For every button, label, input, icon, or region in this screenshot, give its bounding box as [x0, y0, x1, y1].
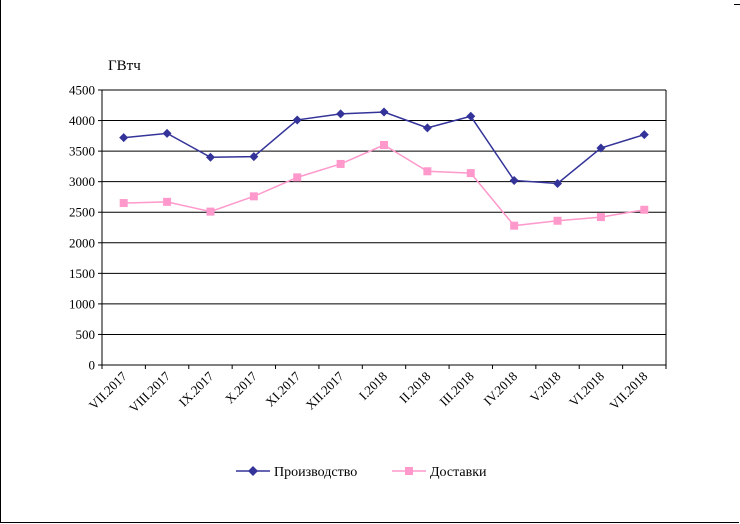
x-tick-label: VI.2018 — [566, 369, 607, 410]
legend: Производство Доставки — [236, 465, 487, 480]
data-point — [509, 175, 519, 185]
x-tick-label: IX.2017 — [176, 368, 217, 409]
x-tick-label: VIII.2017 — [126, 368, 173, 415]
data-point — [423, 167, 432, 176]
data-point — [510, 221, 519, 230]
grid-lines — [98, 89, 666, 366]
data-point — [466, 169, 475, 178]
x-tick-label: I.2018 — [356, 369, 390, 403]
legend-marker-production — [248, 466, 258, 476]
y-tick-label: 1000 — [69, 296, 95, 311]
x-tick-label: XI.2017 — [262, 368, 303, 409]
legend-label-deliveries: Доставки — [430, 465, 487, 480]
y-tick-label: 3000 — [69, 174, 95, 189]
x-tick-label: VII.2017 — [86, 368, 130, 412]
y-tick-label: 4000 — [69, 113, 95, 128]
data-point — [206, 207, 215, 216]
data-point — [249, 192, 258, 201]
data-point — [336, 159, 345, 168]
series-line-1 — [123, 144, 645, 227]
data-point — [119, 133, 129, 143]
data-point — [336, 109, 346, 119]
x-tick-label: XII.2017 — [303, 368, 347, 412]
data-point — [639, 130, 649, 140]
data-point — [596, 213, 605, 222]
y-tick-label: 2500 — [69, 205, 95, 220]
y-tick-label: 500 — [76, 327, 96, 342]
data-point — [553, 179, 563, 188]
y-tick-label: 0 — [89, 358, 96, 373]
data-point — [380, 141, 388, 149]
y-tick-label: 2000 — [69, 235, 95, 250]
x-tick-label: II.2018 — [396, 369, 433, 406]
data-point — [205, 152, 215, 162]
x-tick-label: III.2018 — [436, 369, 476, 409]
data-point — [553, 216, 562, 225]
data-point — [162, 128, 172, 138]
data-point — [379, 107, 389, 117]
legend-marker-deliveries — [405, 467, 413, 475]
y-tick-label: 4500 — [69, 83, 95, 98]
axes — [101, 90, 667, 369]
data-point — [596, 143, 606, 153]
x-tick-label: VII.2018 — [606, 369, 650, 413]
data-point — [292, 115, 302, 125]
legend-label-production: Производство — [274, 465, 357, 480]
data-point — [640, 205, 649, 214]
x-tick-label: IV.2018 — [480, 369, 520, 409]
corner-mark — [734, 4, 740, 5]
data-point — [466, 111, 476, 121]
data-point — [249, 152, 259, 162]
y-tick-labels: 0 500 1000 1500 2000 2500 3000 3500 4000 4500 — [69, 83, 95, 373]
data-point — [422, 123, 432, 133]
data-point — [163, 197, 172, 206]
data-point — [119, 199, 128, 208]
x-tick-label: X.2017 — [222, 368, 260, 406]
y-axis-label: ГВтч — [108, 58, 141, 74]
y-tick-label: 3500 — [69, 144, 95, 159]
series-group — [119, 107, 649, 230]
x-tick-label: V.2018 — [527, 369, 564, 406]
data-point — [293, 173, 302, 182]
y-tick-label: 1500 — [69, 266, 95, 281]
